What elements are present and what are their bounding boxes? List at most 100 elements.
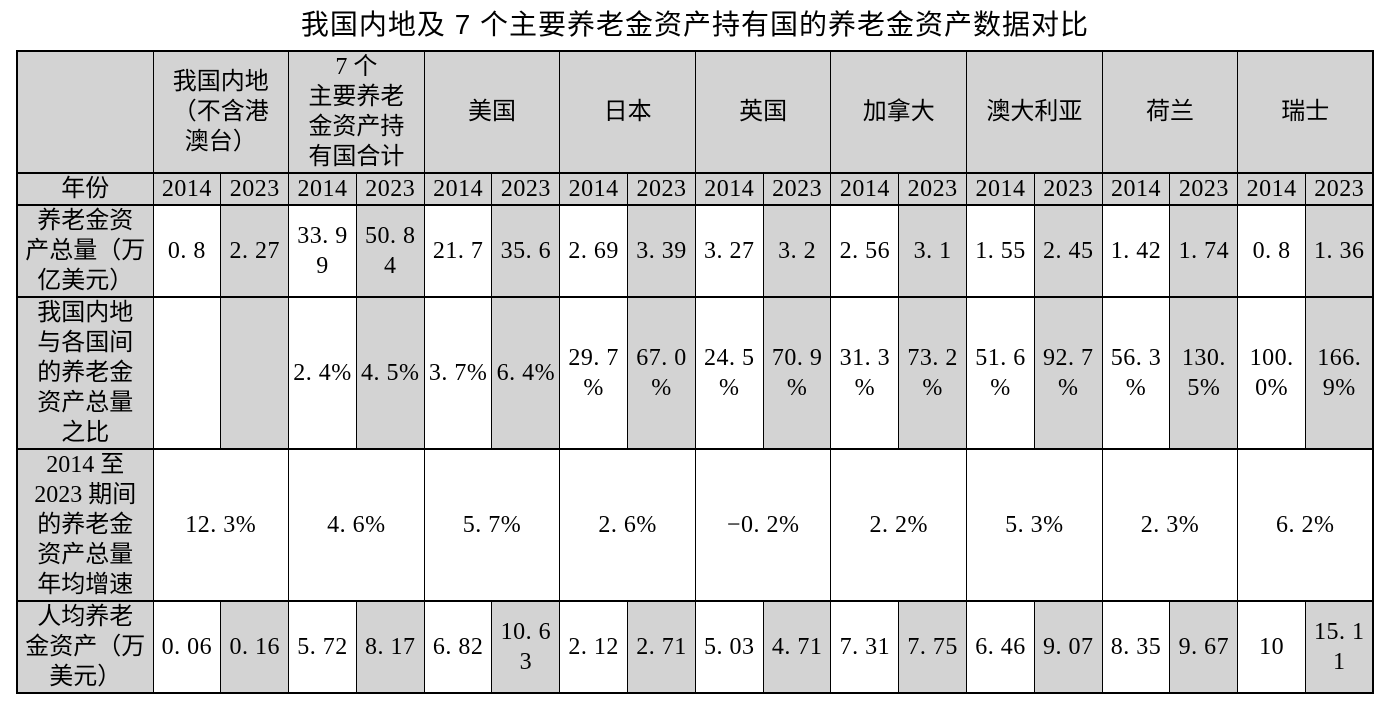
row-label: 我国内地 与各国间 的养老金 资产总量 之比 [16,296,154,450]
value-cell: 6. 2% [1237,448,1374,602]
value-cell: 2. 27 [220,204,290,298]
year-cell: 2014 [966,172,1035,206]
value-cell: 3. 7% [423,296,493,450]
value-cell [152,296,222,450]
value-cell: 9. 67 [1169,600,1239,694]
country-header: 荷兰 [1101,50,1239,174]
table-body: 我国内地 （不含港 澳台） 7 个 主要养老 金资产持 有国合计 美国 日本 英国 加拿大… [16,50,1374,694]
value-cell: 51. 6 % [966,296,1035,450]
value-cell: 1. 74 [1169,204,1239,298]
country-header: 日本 [559,50,696,174]
value-cell: 24. 5 % [694,296,764,450]
value-cell: 29. 7 % [559,296,629,450]
year-cell: 2023 [355,172,425,206]
value-cell [220,296,290,450]
value-cell: 2. 4% [288,296,357,450]
value-cell: 0. 16 [220,600,290,694]
value-cell: 4. 6% [288,448,425,602]
row-label: 人均养老 金资产（万 美元） [16,600,154,694]
value-cell: 100. 0% [1237,296,1307,450]
value-cell: 2. 71 [627,600,696,694]
value-cell: 5. 03 [694,600,764,694]
page-title: 我国内地及 7 个主要养老金资产持有国的养老金资产数据对比 [300,9,1090,40]
value-cell: 1. 42 [1101,204,1171,298]
year-cell: 2014 [830,172,900,206]
year-cell: 2014 [152,172,222,206]
value-cell: 10. 6 3 [491,600,561,694]
country-header: 我国内地 （不含港 澳台） [152,50,290,174]
value-cell: 33. 9 9 [288,204,357,298]
value-cell: 6. 4% [491,296,561,450]
value-cell: 8. 17 [355,600,425,694]
value-cell: 4. 5% [355,296,425,450]
value-cell: 56. 3 % [1101,296,1171,450]
value-cell: 166. 9% [1305,296,1374,450]
value-cell: 3. 27 [694,204,764,298]
value-cell: 9. 07 [1033,600,1103,694]
year-cell: 2023 [627,172,696,206]
value-cell: 5. 7% [423,448,561,602]
table-row: 2014 至 2023 期间 的养老金 资产总量 年均增速 12. 3% 4. 6%… [16,448,1374,602]
value-cell: 21. 7 [423,204,493,298]
year-cell: 2023 [898,172,968,206]
value-cell: 67. 0 % [627,296,696,450]
country-header: 7 个 主要养老 金资产持 有国合计 [288,50,425,174]
value-cell: 92. 7 % [1033,296,1103,450]
value-cell: 2. 69 [559,204,629,298]
year-cell: 2014 [559,172,629,206]
value-cell: 8. 35 [1101,600,1171,694]
row-label: 2014 至 2023 期间 的养老金 资产总量 年均增速 [16,448,154,602]
year-cell: 2023 [762,172,832,206]
value-cell: 3. 2 [762,204,832,298]
value-cell: 6. 46 [966,600,1035,694]
value-cell: 0. 06 [152,600,222,694]
value-cell: 73. 2 % [898,296,968,450]
value-cell: 130. 5% [1169,296,1239,450]
value-cell: 35. 6 [491,204,561,298]
value-cell: 2. 6% [559,448,696,602]
value-cell: 31. 3 % [830,296,900,450]
value-cell: −0. 2% [694,448,832,602]
year-cell: 2023 [220,172,290,206]
year-cell: 2014 [423,172,493,206]
table-row: 养老金资 产总量（万 亿美元） 0. 8 2. 27 33. 9 9 50. 8 4 21… [16,204,1374,298]
value-cell: 3. 1 [898,204,968,298]
year-cell: 2014 [1101,172,1171,206]
corner-cell [16,50,154,174]
row-label: 养老金资 产总量（万 亿美元） [16,204,154,298]
value-cell: 2. 2% [830,448,968,602]
value-cell: 6. 82 [423,600,493,694]
value-cell: 1. 55 [966,204,1035,298]
value-cell: 15. 1 1 [1305,600,1374,694]
country-header: 加拿大 [830,50,968,174]
value-cell: 0. 8 [1237,204,1307,298]
value-cell: 7. 31 [830,600,900,694]
pension-table: 我国内地 （不含港 澳台） 7 个 主要养老 金资产持 有国合计 美国 日本 英国 加拿大… [16,50,1375,694]
value-cell: 0. 8 [152,204,222,298]
country-header: 瑞士 [1237,50,1374,174]
year-cell: 2023 [1305,172,1374,206]
value-cell: 10 [1237,600,1307,694]
year-row-label: 年份 [16,172,154,206]
value-cell: 50. 8 4 [355,204,425,298]
year-cell: 2014 [288,172,357,206]
value-cell: 2. 12 [559,600,629,694]
value-cell: 70. 9 % [762,296,832,450]
year-cell: 2023 [1033,172,1103,206]
year-cell: 2014 [1237,172,1307,206]
country-header: 美国 [423,50,561,174]
value-cell: 7. 75 [898,600,968,694]
year-cell: 2023 [1169,172,1239,206]
value-cell: 4. 71 [762,600,832,694]
value-cell: 2. 56 [830,204,900,298]
value-cell: 5. 72 [288,600,357,694]
value-cell: 2. 3% [1101,448,1239,602]
country-header: 澳大利亚 [966,50,1103,174]
value-cell: 2. 45 [1033,204,1103,298]
year-cell: 2023 [491,172,561,206]
year-cell: 2014 [694,172,764,206]
table-row: 人均养老 金资产（万 美元） 0. 06 0. 16 5. 72 8. 17 6. 82 1… [16,600,1374,694]
value-cell: 1. 36 [1305,204,1374,298]
value-cell: 3. 39 [627,204,696,298]
